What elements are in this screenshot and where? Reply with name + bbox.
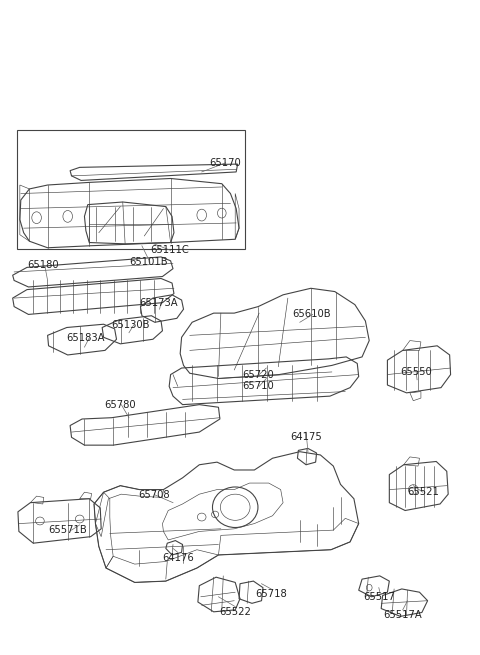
Text: 65708: 65708 [138, 490, 169, 500]
Text: 65173A: 65173A [139, 297, 178, 308]
Text: 65521: 65521 [407, 487, 439, 497]
Text: 65101B: 65101B [129, 257, 168, 267]
Text: 65111C: 65111C [150, 246, 189, 255]
Text: 64175: 64175 [290, 432, 322, 442]
Text: 65517A: 65517A [384, 610, 422, 620]
Text: 65130B: 65130B [112, 320, 150, 330]
Text: 65610B: 65610B [292, 309, 331, 320]
Text: 65522: 65522 [219, 607, 251, 617]
Text: 65720: 65720 [242, 369, 274, 379]
Text: 65180: 65180 [27, 261, 59, 271]
Text: 65571B: 65571B [48, 525, 87, 535]
Text: 65183A: 65183A [67, 333, 105, 343]
Text: 65710: 65710 [242, 381, 274, 391]
Text: 65170: 65170 [209, 158, 240, 168]
Text: 65550: 65550 [400, 367, 432, 377]
Text: 65780: 65780 [105, 400, 136, 409]
Text: 65718: 65718 [255, 590, 287, 599]
Text: 64176: 64176 [162, 553, 193, 563]
Text: 65517: 65517 [363, 591, 395, 602]
